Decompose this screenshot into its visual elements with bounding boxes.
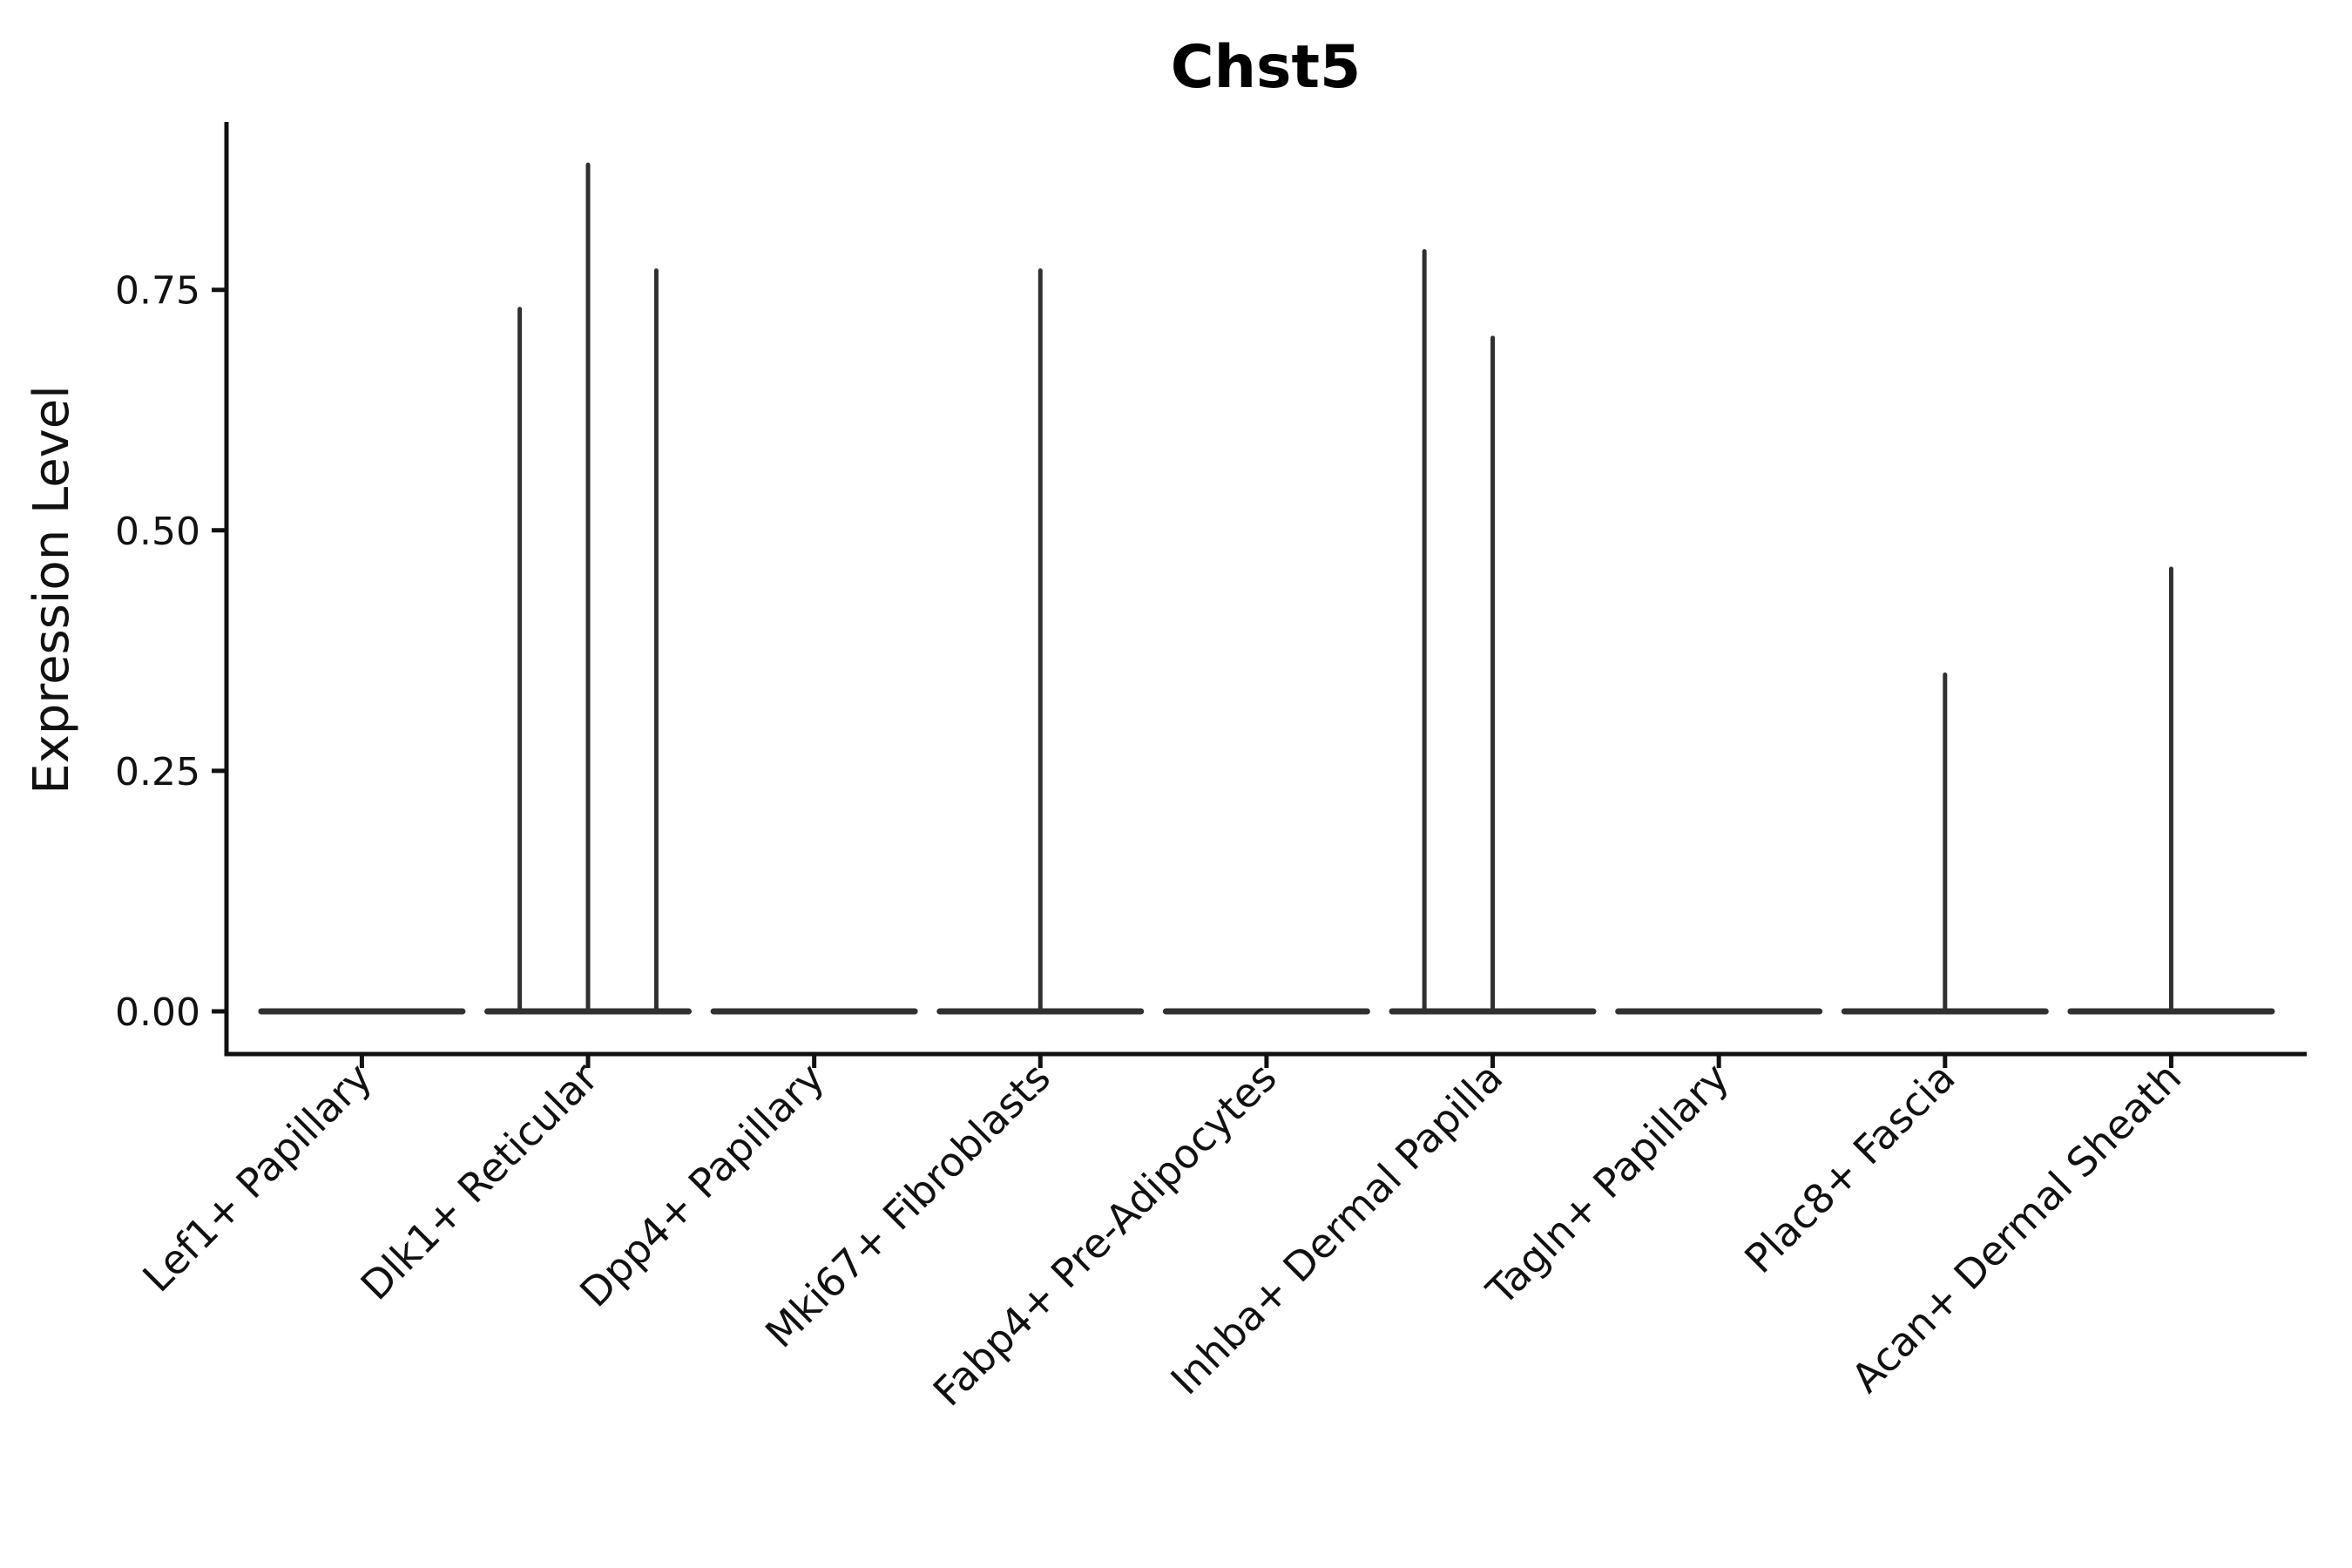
- axes-layer: [212, 122, 2307, 1068]
- violin-baseline: [1615, 1008, 1823, 1015]
- x-tick-label: Plac8+ Fascia: [1735, 1054, 1963, 1282]
- violin-baseline: [710, 1008, 918, 1015]
- violin-baseline: [258, 1008, 466, 1015]
- y-tick-label: 0.50: [115, 510, 200, 554]
- y-tick-label: 0.25: [115, 750, 200, 794]
- x-tick-label: Dlk1+ Reticular: [352, 1054, 607, 1309]
- x-tick-label: Lef1+ Papillary: [133, 1054, 381, 1301]
- chart-title: Chst5: [1171, 33, 1362, 102]
- y-axis-title: Expression Level: [24, 385, 80, 794]
- x-tick-label: Tagln+ Papillary: [1477, 1054, 1738, 1315]
- y-tick-label: 0.00: [115, 990, 200, 1035]
- violin-baseline: [1162, 1008, 1370, 1015]
- y-tick-label: 0.75: [115, 269, 200, 314]
- x-tick-label: Dpp4+ Papillary: [571, 1054, 833, 1316]
- violins-layer: [258, 162, 2275, 1015]
